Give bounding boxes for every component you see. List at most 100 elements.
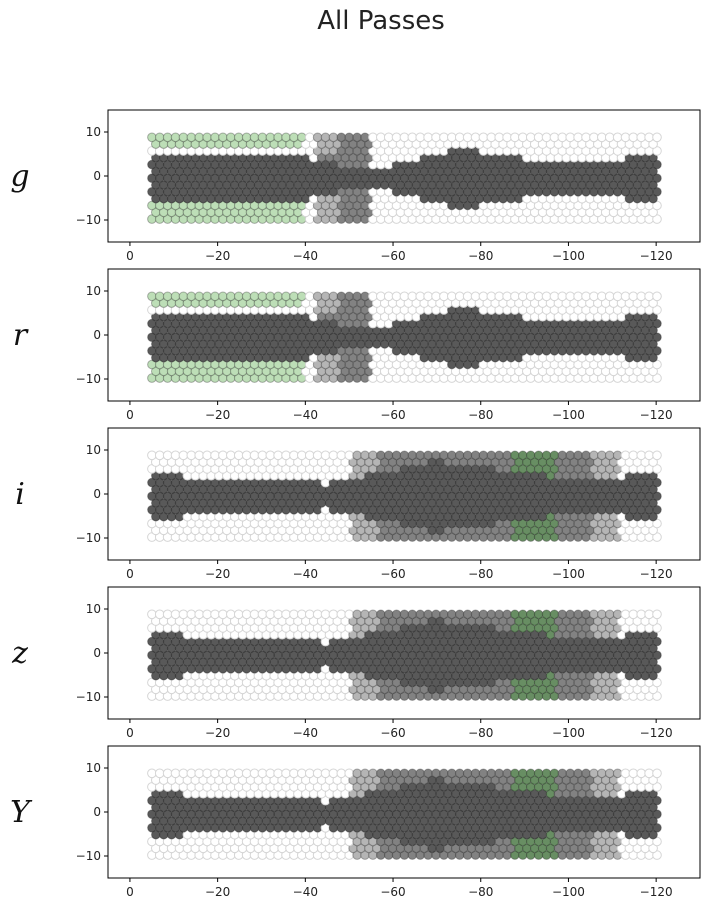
y-tick-label: 10 xyxy=(86,125,101,139)
data-point-mid xyxy=(454,450,465,461)
data-point-mid xyxy=(391,450,402,461)
x-tick-label: −120 xyxy=(640,408,673,422)
data-point-empty xyxy=(589,291,599,302)
data-point-light xyxy=(604,450,615,461)
x-tick-label: −60 xyxy=(380,249,405,263)
x-tick-label: −40 xyxy=(293,726,318,740)
data-point-dark xyxy=(648,193,658,204)
data-point-light xyxy=(597,450,607,461)
data-point-empty xyxy=(376,291,386,302)
data-point-green_light xyxy=(194,132,204,143)
data-point-empty xyxy=(281,609,291,620)
data-point-green_dark xyxy=(541,450,552,461)
data-point-empty xyxy=(628,291,639,302)
data-point-green_dark xyxy=(549,768,560,779)
data-point-green_light xyxy=(162,132,173,143)
data-point-mid xyxy=(399,450,410,461)
data-point-mid xyxy=(344,132,355,143)
data-point-empty xyxy=(304,132,315,143)
data-point-empty xyxy=(281,768,291,779)
data-point-empty xyxy=(431,291,441,302)
data-point-empty xyxy=(304,768,315,779)
x-tick-label: −80 xyxy=(468,567,493,581)
data-point-mid xyxy=(391,609,402,620)
data-point-empty xyxy=(289,450,299,461)
x-tick-label: 0 xyxy=(126,885,134,899)
data-point-mid xyxy=(573,768,583,779)
x-tick-label: −80 xyxy=(468,408,493,422)
data-point-mid xyxy=(352,132,362,143)
data-point-empty xyxy=(581,132,591,143)
data-point-light xyxy=(352,768,362,779)
data-point-green_dark xyxy=(518,450,528,461)
data-point-green_light xyxy=(218,132,228,143)
data-point-empty xyxy=(154,768,165,779)
data-point-green_dark xyxy=(518,609,528,620)
data-point-empty xyxy=(202,768,212,779)
data-point-empty xyxy=(328,609,339,620)
data-point-empty xyxy=(439,291,449,302)
data-point-empty xyxy=(652,359,662,370)
data-point-green_dark xyxy=(525,768,536,779)
data-point-light xyxy=(360,768,370,779)
data-point-mid xyxy=(423,609,433,620)
data-point-green_dark xyxy=(525,450,536,461)
data-point-empty xyxy=(312,450,323,461)
data-point-empty xyxy=(297,768,307,779)
data-point-empty xyxy=(644,132,654,143)
data-point-mid xyxy=(581,609,591,620)
data-point-mid xyxy=(407,768,418,779)
x-tick-label: −20 xyxy=(205,567,230,581)
data-point-empty xyxy=(518,291,528,302)
panel-label: r xyxy=(13,318,29,353)
data-point-light xyxy=(312,132,323,143)
data-point-empty xyxy=(312,768,323,779)
data-point-light xyxy=(368,768,378,779)
data-point-empty xyxy=(241,768,252,779)
data-point-empty xyxy=(652,200,662,211)
data-point-empty xyxy=(454,132,465,143)
data-point-empty xyxy=(525,132,536,143)
data-point-empty xyxy=(407,132,418,143)
data-point-empty xyxy=(604,291,615,302)
data-point-empty xyxy=(431,132,441,143)
data-point-empty xyxy=(210,768,220,779)
data-point-empty xyxy=(636,768,647,779)
data-point-mid xyxy=(360,291,370,302)
data-point-mid xyxy=(376,609,386,620)
data-point-empty xyxy=(636,291,647,302)
data-point-light xyxy=(612,768,623,779)
data-point-empty xyxy=(178,609,189,620)
data-point-empty xyxy=(202,609,212,620)
data-point-empty xyxy=(249,450,260,461)
data-point-empty xyxy=(249,768,260,779)
data-point-empty xyxy=(257,450,268,461)
y-tick-label: −10 xyxy=(76,690,101,704)
data-point-green_light xyxy=(210,132,220,143)
data-point-green_light xyxy=(233,291,244,302)
panel-z: 0 −20 −40 −60 −80 −100 −120 10 0 −10 z xyxy=(11,586,701,740)
data-point-empty xyxy=(170,450,181,461)
data-point-empty xyxy=(328,450,339,461)
data-point-light xyxy=(360,609,370,620)
data-point-empty xyxy=(549,291,560,302)
x-tick-label: −100 xyxy=(552,885,585,899)
data-point-green_light xyxy=(154,132,165,143)
data-point-mid xyxy=(494,450,505,461)
data-point-light xyxy=(604,609,615,620)
data-point-green_light xyxy=(249,132,260,143)
data-point-empty xyxy=(226,768,236,779)
data-point-mid xyxy=(462,768,473,779)
data-point-mid xyxy=(439,768,449,779)
data-point-mid xyxy=(478,609,489,620)
data-point-empty xyxy=(368,291,378,302)
data-point-green_light xyxy=(218,291,228,302)
data-point-empty xyxy=(170,768,181,779)
data-point-light xyxy=(328,132,339,143)
data-point-empty xyxy=(423,291,433,302)
data-point-empty xyxy=(581,291,591,302)
data-point-mid xyxy=(407,609,418,620)
y-tick-label: 10 xyxy=(86,761,101,775)
x-tick-label: −20 xyxy=(205,726,230,740)
data-point-green_light xyxy=(210,291,220,302)
